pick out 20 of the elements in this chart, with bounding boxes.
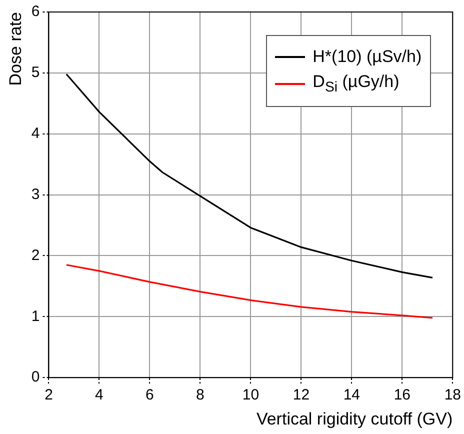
x-tick-label: 12 [292,386,310,404]
x-tick-label: 14 [343,386,360,404]
y-tick-label: 1 [31,308,40,325]
x-tick-label: 4 [95,386,104,404]
x-axis-title: Vertical rigidity cutoff (GV) [256,409,453,428]
y-tick-label: 3 [31,186,40,203]
y-tick-label: 0 [31,368,40,386]
y-tick-label: 2 [31,246,40,264]
y-tick-label: 4 [31,125,40,142]
y-tick-label: 6 [31,3,40,20]
x-tick-label: 8 [196,386,204,404]
legend-label: H*(10) (µSv/h) [312,47,422,67]
x-tick-label: 10 [242,386,260,404]
y-axis-title: Dose rate [6,12,25,86]
legend-label: D$_{Si}$ (µGy/h) [312,72,400,96]
x-tick-label: 6 [146,386,154,404]
x-tick-label: 18 [444,386,461,404]
x-tick-label: 16 [394,386,411,404]
y-tick-label: 5 [31,64,40,82]
x-tick-label: 2 [44,386,53,404]
